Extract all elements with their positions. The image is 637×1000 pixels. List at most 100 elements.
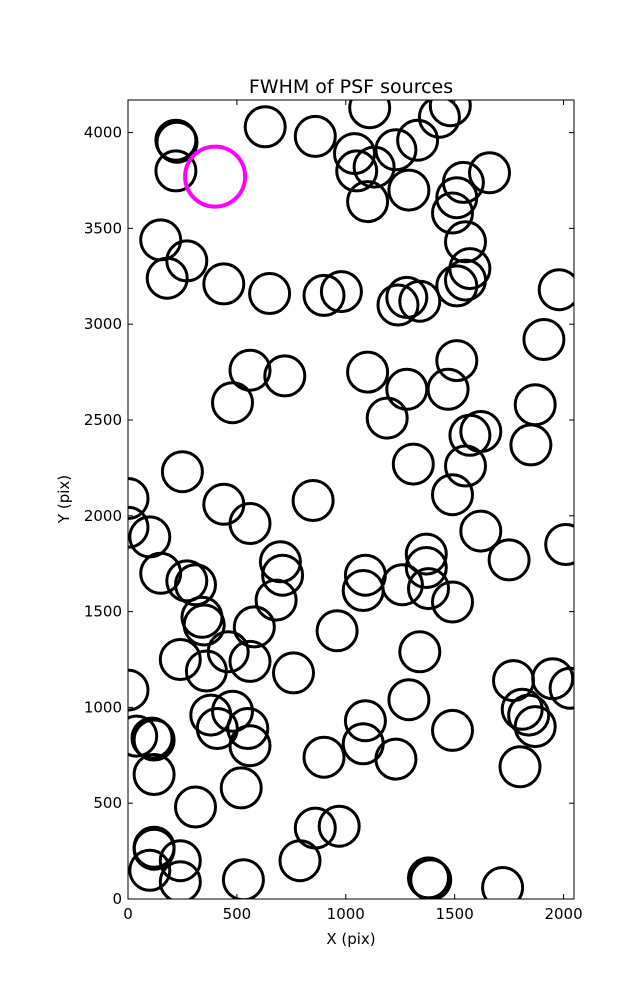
y-tick-label: 1000 bbox=[84, 698, 122, 716]
x-tick-label: 500 bbox=[223, 905, 252, 923]
y-tick-label: 500 bbox=[93, 794, 122, 812]
psf-source-marker bbox=[302, 273, 346, 317]
psf-source-marker bbox=[509, 423, 553, 467]
psf-source-marker bbox=[428, 100, 472, 128]
psf-source-marker bbox=[128, 668, 150, 712]
y-axis: 0 500 1000 1500 2000 2500 3000 3500 4000 bbox=[84, 124, 574, 908]
psf-source-marker bbox=[487, 538, 531, 582]
psf-source-marker bbox=[522, 318, 566, 361]
psf-source-marker bbox=[130, 716, 174, 760]
psf-source-marker bbox=[228, 724, 272, 768]
psf-source-marker bbox=[404, 532, 448, 576]
x-tick-label: 0 bbox=[123, 905, 133, 923]
psf-source-marker bbox=[211, 381, 254, 425]
psf-source-marker bbox=[293, 806, 337, 850]
psf-source-marker bbox=[206, 630, 250, 674]
psf-source-marker bbox=[391, 442, 435, 486]
psf-source-marker bbox=[398, 279, 442, 323]
psf-source-marker bbox=[348, 100, 392, 130]
psf-source-marker bbox=[444, 220, 487, 264]
psf-source-marker bbox=[374, 737, 418, 781]
psf-source-marker bbox=[174, 563, 217, 607]
psf-source-marker bbox=[409, 858, 453, 899]
psf-source-marker bbox=[226, 707, 270, 750]
psf-source-marker bbox=[365, 396, 409, 440]
x-tick-label: 2000 bbox=[544, 905, 582, 923]
psf-source-marker bbox=[165, 559, 209, 603]
psf-source-marker bbox=[202, 482, 246, 526]
psf-source-marker bbox=[232, 605, 276, 649]
psf-source-marker bbox=[431, 580, 474, 624]
y-tick-label: 2000 bbox=[84, 507, 122, 525]
chart-title: FWHM of PSF sources bbox=[249, 76, 453, 98]
psf-source-marker bbox=[407, 856, 450, 899]
psf-source-marker bbox=[385, 367, 429, 411]
psf-source-marker bbox=[435, 339, 479, 383]
psf-source-marker bbox=[548, 666, 574, 710]
psf-source-marker bbox=[346, 350, 390, 394]
psf-source-marker bbox=[374, 128, 418, 172]
psf-source-marker bbox=[396, 118, 440, 162]
psf-source-marker bbox=[317, 804, 361, 848]
psf-source-marker bbox=[513, 705, 557, 749]
psf-source-marker bbox=[158, 839, 202, 883]
psf-source-marker bbox=[481, 866, 525, 899]
psf-source-marker bbox=[319, 270, 363, 314]
x-tick-label: 1500 bbox=[436, 905, 474, 923]
psf-source-marker bbox=[537, 268, 574, 312]
psf-source-marker bbox=[160, 450, 204, 494]
psf-source-marker bbox=[293, 114, 337, 158]
data-points bbox=[128, 100, 574, 899]
psf-source-marker bbox=[248, 272, 292, 315]
psf-source-marker bbox=[228, 348, 272, 392]
psf-source-marker bbox=[468, 151, 511, 195]
y-tick-label: 3500 bbox=[84, 219, 122, 237]
psf-source-marker bbox=[243, 105, 287, 149]
psf-source-marker bbox=[387, 168, 431, 212]
psf-source-marker bbox=[513, 383, 557, 427]
psf-source-marker bbox=[302, 735, 346, 779]
psf-source-marker bbox=[221, 858, 265, 899]
psf-source-marker bbox=[139, 218, 183, 262]
psf-source-marker bbox=[132, 827, 176, 871]
psf-source-marker bbox=[132, 718, 176, 762]
psf-source-marker bbox=[202, 262, 246, 306]
y-tick-label: 3000 bbox=[84, 315, 122, 333]
psf-source-marker bbox=[128, 848, 172, 892]
psf-source-marker bbox=[385, 275, 429, 319]
psf-source-marker bbox=[155, 120, 199, 164]
psf-source-marker bbox=[128, 714, 159, 758]
psf-source-marker bbox=[128, 505, 150, 549]
psf-source-marker bbox=[154, 149, 198, 193]
y-tick-label: 1500 bbox=[84, 603, 122, 621]
psf-source-marker bbox=[417, 100, 461, 139]
y-tick-label: 2500 bbox=[84, 411, 122, 429]
x-axis: 0 500 1000 1500 2000 bbox=[123, 100, 583, 923]
y-tick-label: 4000 bbox=[84, 124, 122, 142]
highlighted-psf-source-marker bbox=[183, 144, 248, 209]
psf-source-marker bbox=[448, 247, 492, 291]
psf-source-marker bbox=[387, 678, 431, 722]
psf-source-marker bbox=[346, 180, 390, 224]
psf-source-marker bbox=[165, 239, 209, 283]
x-tick-label: 1000 bbox=[327, 905, 365, 923]
psf-source-marker bbox=[228, 639, 272, 683]
psf-source-marker bbox=[291, 479, 335, 522]
psf-source-marker bbox=[158, 638, 202, 681]
x-axis-label: X (pix) bbox=[326, 930, 375, 948]
psf-source-marker bbox=[435, 176, 479, 220]
psf-source-marker bbox=[128, 515, 172, 559]
psf-source-marker bbox=[431, 191, 474, 235]
psf-source-marker bbox=[335, 149, 379, 193]
psf-source-marker bbox=[263, 354, 307, 398]
psf-source-marker bbox=[128, 477, 150, 520]
psf-source-marker bbox=[426, 367, 470, 411]
psf-source-marker bbox=[261, 553, 305, 597]
psf-source-marker bbox=[376, 283, 420, 327]
psf-source-marker bbox=[459, 509, 503, 553]
y-tick-label: 0 bbox=[112, 890, 122, 908]
psf-source-marker bbox=[352, 145, 396, 189]
psf-source-marker bbox=[544, 523, 574, 566]
psf-source-marker bbox=[254, 578, 298, 622]
